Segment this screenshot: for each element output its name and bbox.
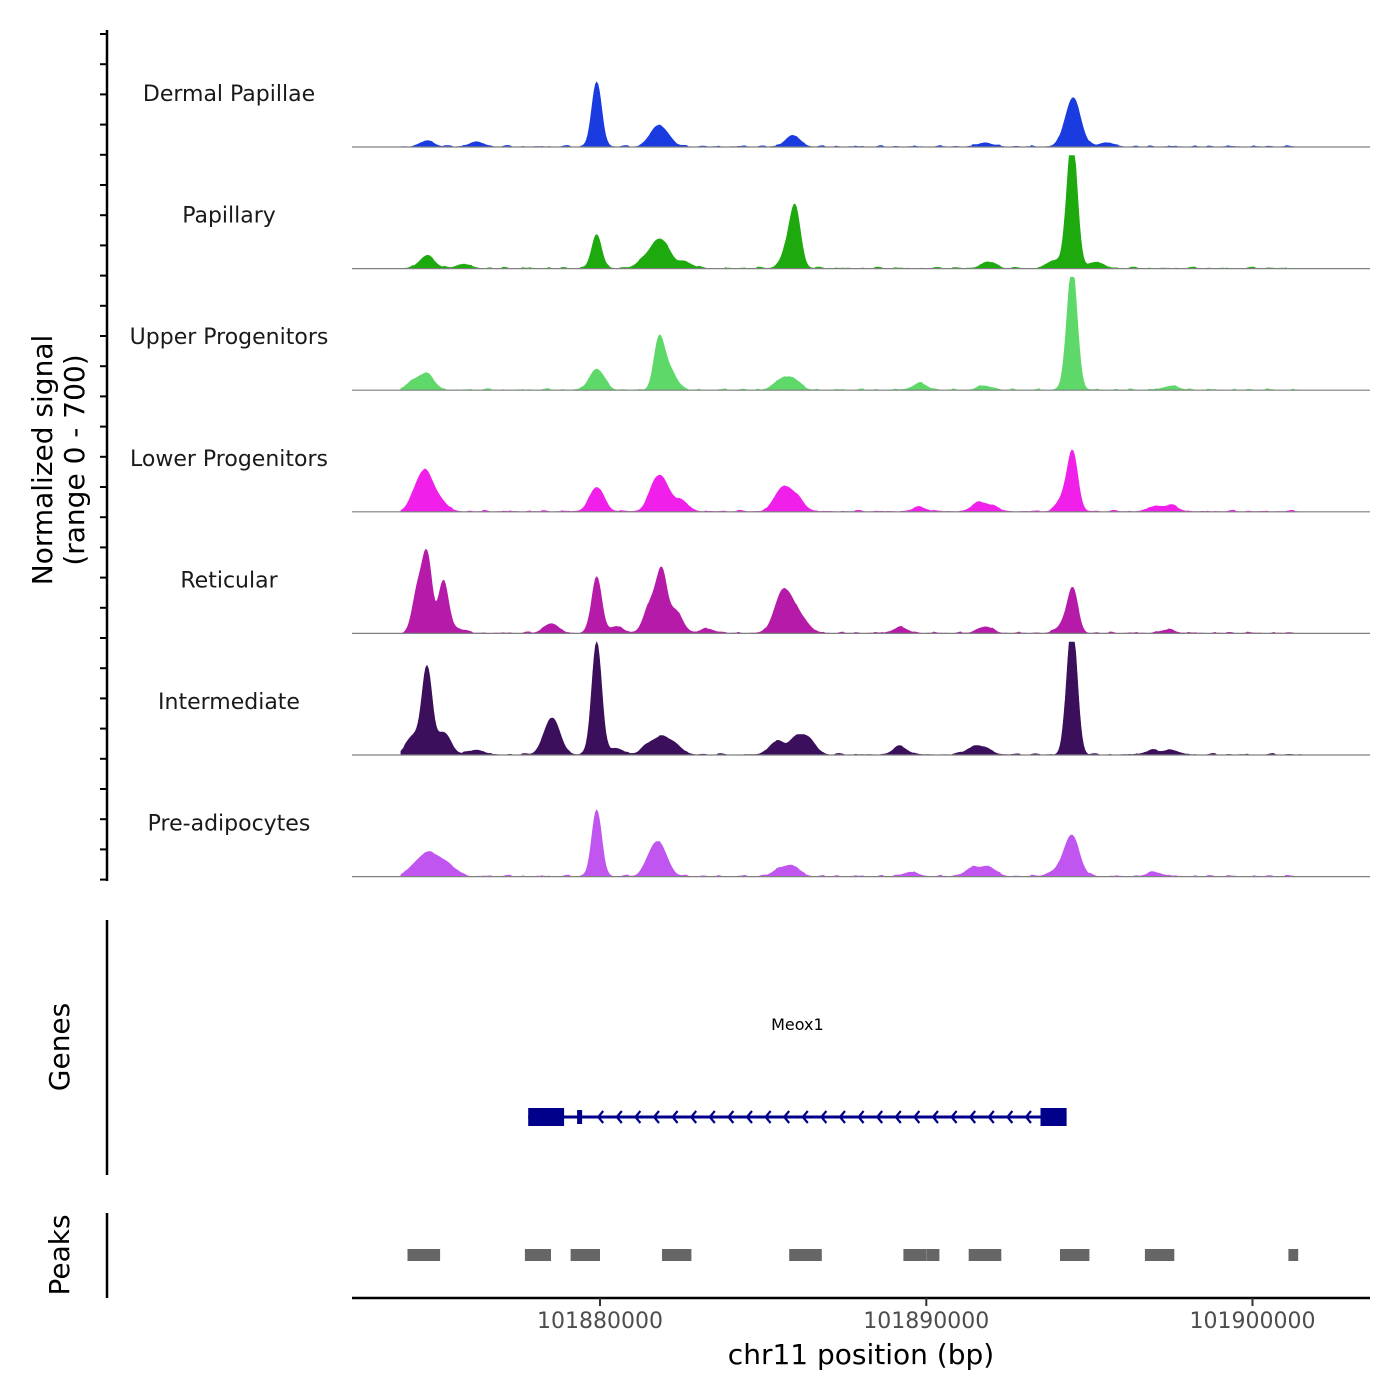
peak-region	[662, 1249, 692, 1261]
strand-arrow	[671, 1110, 679, 1124]
track-signal-area	[400, 81, 1302, 148]
track-reticular: Reticular	[180, 548, 1370, 635]
peak-region	[903, 1249, 927, 1261]
strand-arrow	[875, 1110, 884, 1124]
gene-exon	[1040, 1108, 1067, 1126]
signal-tracks: Dermal Papillae Papillary Upper Progenitor…	[130, 81, 1370, 878]
track-intermediate: Intermediate	[158, 641, 1370, 756]
signal-y-axis-title: Normalized signal	[26, 335, 59, 586]
strand-arrow	[782, 1110, 791, 1124]
peaks-axis-title: Peaks	[43, 1214, 76, 1295]
track-label: Dermal Papillae	[143, 82, 315, 107]
x-tick-label: 101880000	[537, 1309, 663, 1334]
peak-region	[1060, 1249, 1090, 1261]
gene-label: Meox1	[771, 1015, 824, 1034]
track-signal-area	[400, 155, 1302, 269]
strand-arrow	[615, 1110, 623, 1124]
track-signal-area	[400, 548, 1302, 634]
peak-region	[926, 1249, 940, 1261]
peak-region	[1288, 1249, 1299, 1261]
gene-exon	[577, 1110, 583, 1124]
strand-arrow	[764, 1110, 772, 1124]
peak-regions-track	[407, 1249, 1299, 1261]
track-upper-progenitors: Upper Progenitors	[130, 276, 1370, 391]
gene-exon	[528, 1108, 565, 1126]
strand-arrow	[968, 1110, 977, 1124]
strand-arrow	[633, 1110, 642, 1124]
peak-region	[968, 1249, 1002, 1261]
track-label: Lower Progenitors	[130, 447, 328, 472]
track-signal-area	[400, 641, 1302, 756]
track-dermal-papillae: Dermal Papillae	[143, 81, 1370, 148]
peak-region	[1144, 1249, 1175, 1261]
genes-axis-title: Genes	[43, 1003, 76, 1091]
track-pre-adipocytes: Pre-adipocytes	[148, 809, 1370, 878]
track-signal-area	[400, 276, 1302, 391]
strand-arrow	[652, 1110, 660, 1124]
strand-arrow	[745, 1110, 753, 1124]
track-lower-progenitors: Lower Progenitors	[130, 447, 1370, 513]
strand-arrow	[931, 1110, 939, 1124]
track-signal-area	[400, 449, 1302, 513]
track-label: Pre-adipocytes	[148, 812, 311, 837]
track-label: Upper Progenitors	[130, 325, 329, 350]
x-axis-ticks: 101880000 101890000 101900000	[537, 1298, 1315, 1334]
gene-track: Meox1	[528, 1015, 1067, 1126]
strand-arrow	[726, 1110, 735, 1124]
peak-region	[407, 1249, 441, 1261]
strand-arrow	[819, 1110, 828, 1124]
x-tick-label: 101890000	[863, 1309, 989, 1334]
signal-y-ticks	[100, 33, 107, 881]
peak-region	[570, 1249, 600, 1261]
x-axis-title: chr11 position (bp)	[728, 1338, 994, 1371]
strand-arrow	[596, 1110, 605, 1124]
strand-arrow	[838, 1110, 846, 1124]
strand-arrow	[1024, 1110, 1032, 1124]
strand-arrow	[894, 1110, 902, 1124]
peak-region	[789, 1249, 822, 1261]
x-tick-label: 101900000	[1190, 1309, 1316, 1334]
signal-y-axis-range: (range 0 - 700)	[58, 354, 91, 565]
track-label: Reticular	[180, 568, 278, 593]
strand-arrow	[1005, 1110, 1014, 1124]
strand-arrow	[801, 1110, 809, 1124]
track-label: Papillary	[182, 204, 276, 229]
strand-arrow	[950, 1110, 958, 1124]
strand-arrow	[857, 1110, 865, 1124]
strand-arrow	[987, 1110, 995, 1124]
track-papillary: Papillary	[182, 155, 1370, 270]
strand-arrow	[689, 1110, 698, 1124]
peak-region	[524, 1249, 551, 1261]
track-label: Intermediate	[158, 690, 300, 715]
strand-arrow	[708, 1110, 716, 1124]
strand-arrow	[912, 1110, 921, 1124]
track-signal-area	[400, 809, 1302, 877]
